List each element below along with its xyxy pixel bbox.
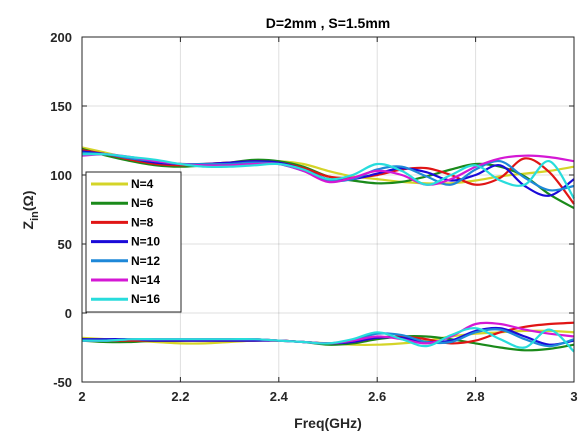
y-tick-label: 200 [50,30,72,45]
y-tick-label: 50 [58,237,72,252]
legend-label-n8: N=8 [131,215,154,229]
legend-label-n4: N=4 [131,177,154,191]
plot-frame [81,36,575,383]
y-tick-label: 150 [50,99,72,114]
series-lines [81,146,575,353]
series-line-real-n16 [81,152,575,200]
y-axis-label-main: Z [20,220,36,229]
series-line-imag-n16 [81,327,575,353]
series-line-real-n14 [81,153,575,186]
legend-label-n10: N=10 [131,235,160,249]
legend-label-n6: N=6 [131,196,154,210]
y-axis-label-sub: in [29,211,41,221]
y-tick-label: 0 [65,306,72,321]
axis-ticks: 2 2.2 2.4 2.6 2.8 3 -50 0 50 100 150 200 [50,30,577,404]
x-tick-label: 2.8 [467,389,485,404]
x-tick-label: 2.6 [368,389,386,404]
legend-label-n14: N=14 [131,273,160,287]
svg-text:Zin(Ω): Zin(Ω) [20,191,41,230]
legend-label-n12: N=12 [131,254,160,268]
y-axis-label: Zin(Ω) [20,191,41,230]
y-tick-label: 100 [50,168,72,183]
legend: N=4 N=6 N=8 N=10 N=12 N=14 N=16 [85,171,182,313]
series-line-real-n8 [81,149,575,205]
x-tick-label: 3 [570,389,577,404]
legend-label-n16: N=16 [131,292,160,306]
chart-title: D=2mm , S=1.5mm [266,15,391,31]
y-axis-label-tail: (Ω) [20,191,36,212]
y-tick-label: -50 [53,375,72,390]
x-axis-label: Freq(GHz) [294,415,362,431]
x-tick-label: 2.4 [270,389,289,404]
x-tick-label: 2.2 [171,389,189,404]
x-tick-label: 2 [78,389,85,404]
